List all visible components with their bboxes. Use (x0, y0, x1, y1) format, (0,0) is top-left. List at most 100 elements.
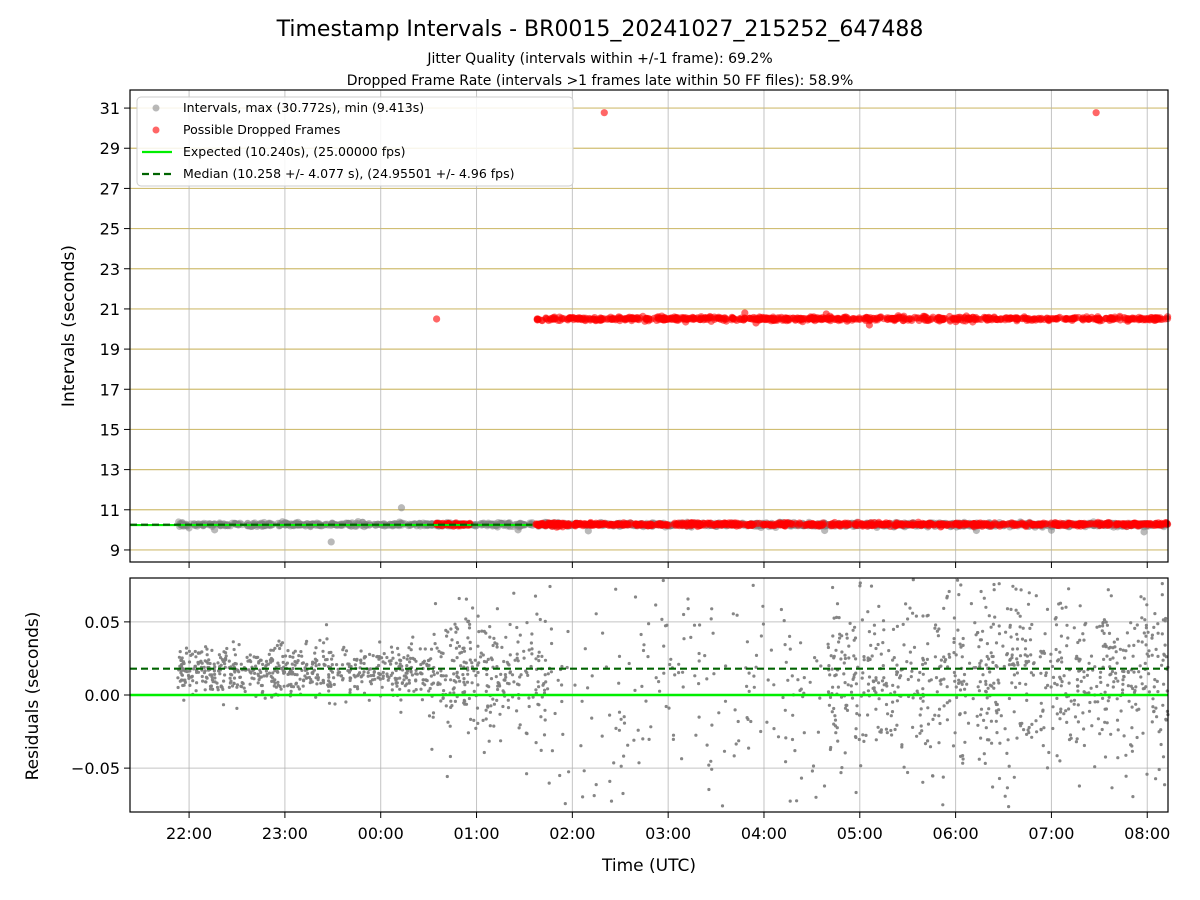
residual-point (254, 664, 258, 668)
residual-point (724, 664, 728, 668)
residual-point (1103, 707, 1107, 711)
residual-point (518, 675, 522, 679)
residual-point (909, 661, 913, 665)
dropped-frame-point (574, 315, 582, 323)
residual-point (179, 658, 183, 662)
residual-point (560, 664, 564, 669)
residual-point (239, 662, 243, 666)
residual-point (845, 636, 849, 640)
residual-point (1016, 663, 1020, 667)
dropped-frame-point (1037, 314, 1045, 322)
residual-point (518, 723, 522, 727)
residual-point (328, 681, 332, 685)
residual-point (877, 681, 881, 685)
residual-point (556, 678, 560, 682)
residual-point (1111, 646, 1115, 650)
residual-point (221, 687, 225, 692)
residual-point (303, 674, 307, 678)
residual-point (1112, 640, 1116, 644)
residual-point (479, 651, 483, 655)
residual-point (387, 676, 391, 680)
residual-point (516, 659, 520, 663)
residual-point (353, 684, 357, 689)
dropped-frame-point (796, 314, 804, 322)
dropped-frame-point (707, 317, 715, 325)
residual-point (1109, 672, 1113, 676)
chart-title: Timestamp Intervals - BR0015_20241027_21… (276, 17, 924, 42)
residual-point (380, 685, 384, 689)
dropped-frame-point (1148, 314, 1156, 322)
residual-point (953, 674, 957, 678)
residual-point (947, 652, 951, 657)
dropped-frame-point (781, 522, 789, 530)
residual-point (1020, 721, 1024, 726)
residual-point (247, 668, 251, 672)
residual-point (892, 656, 896, 660)
residual-point (1082, 743, 1086, 748)
residual-point (1129, 743, 1133, 747)
residual-point (279, 687, 283, 691)
dropped-frame-point (615, 315, 624, 323)
residual-point (855, 712, 859, 716)
residual-point (371, 654, 375, 658)
residual-point (971, 697, 975, 701)
residual-point (208, 673, 212, 677)
residual-point (849, 690, 854, 694)
residual-point (362, 670, 366, 674)
residual-point (779, 607, 784, 612)
residual-point (288, 672, 292, 676)
residual-point (784, 760, 788, 764)
residual-point (187, 649, 191, 654)
dropped-frame-point (982, 521, 990, 529)
residual-point (609, 799, 614, 803)
residual-point (1005, 607, 1010, 611)
residual-point (1042, 726, 1046, 730)
residual-point (722, 749, 727, 753)
residual-point (879, 728, 884, 732)
residual-point (1130, 749, 1134, 753)
residual-point (621, 791, 625, 796)
residual-point (477, 661, 481, 665)
residual-point (962, 679, 966, 683)
residual-point (669, 657, 673, 661)
residual-point (995, 702, 999, 707)
residual-point (560, 683, 564, 687)
residual-point (1157, 730, 1161, 734)
residual-point (371, 673, 375, 678)
residual-point (488, 635, 492, 639)
residual-point (359, 661, 363, 665)
residual-point (1081, 632, 1085, 636)
residual-point (955, 695, 959, 700)
residual-point (1064, 709, 1068, 713)
residual-point (282, 670, 287, 674)
residual-point (1022, 728, 1026, 732)
residual-point (201, 679, 205, 683)
residual-point (1099, 680, 1103, 685)
residual-point (1107, 631, 1112, 636)
residual-point (323, 663, 327, 667)
residuals-y-ticks: −0.050.000.05 (71, 613, 130, 778)
dropped-frame-point (597, 316, 605, 324)
residual-point (854, 727, 858, 731)
residual-point (389, 673, 393, 678)
residual-point (579, 744, 583, 748)
residual-point (926, 642, 930, 646)
residual-point (1155, 715, 1159, 719)
residual-point (891, 658, 895, 662)
residual-point (926, 613, 930, 617)
dropped-frame-point (533, 315, 541, 324)
residual-point (223, 656, 228, 660)
residual-point (1077, 669, 1081, 673)
residual-point (1044, 671, 1048, 675)
dropped-frame-point (1097, 519, 1105, 527)
residual-point (192, 667, 196, 671)
residual-point (1143, 661, 1147, 666)
dropped-frame-point (1130, 520, 1138, 529)
residual-point (425, 679, 429, 683)
dropped-frame-point (603, 315, 611, 323)
residual-point (1077, 784, 1081, 788)
residual-point (840, 766, 844, 770)
residual-point (533, 594, 538, 598)
intervals-y-tick-13: 13 (100, 461, 120, 480)
